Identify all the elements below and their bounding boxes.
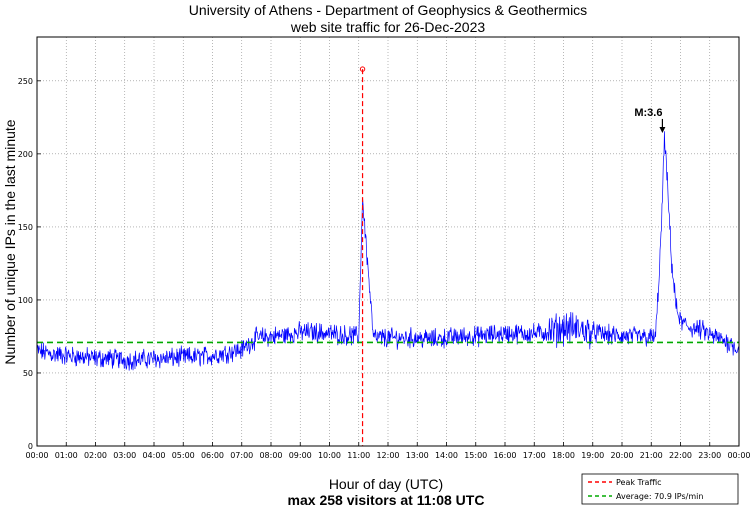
x-tick-label: 12:00 [376,451,399,460]
x-tick-label: 00:00 [25,451,48,460]
x-tick-label: 20:00 [610,451,633,460]
chart-title: University of Athens - Department of Geo… [189,2,587,18]
x-tick-label: 17:00 [523,451,546,460]
y-tick-label: 50 [23,369,33,378]
x-tick-label: 13:00 [406,451,429,460]
annotation-arrow-head [659,126,666,133]
x-tick-label: 07:00 [230,451,253,460]
x-tick-label: 16:00 [493,451,516,460]
legend-average-label: Average: 70.9 IPs/min [616,492,703,501]
peak-marker [359,66,366,72]
x-tick-labels: 00:00 01:00 02:00 03:00 04:00 05:00 06:00 07:00… [25,451,750,460]
y-tick-labels: 0 50 100 150 200 250 [18,77,33,451]
x-tick-label: 03:00 [113,451,136,460]
x-tick-label: 08:00 [259,451,282,460]
x-tick-label: 02:00 [84,451,107,460]
x-tick-label: 04:00 [142,451,165,460]
x-tick-label: 00:00 [727,451,750,460]
x-axis-label: Hour of day (UTC) [329,476,443,492]
x-tick-label: 11:00 [347,451,370,460]
annotation-layer: M:3.6 [634,107,666,133]
x-tick-label: 21:00 [640,451,663,460]
x-axis-sublabel: max 258 visitors at 11:08 UTC [288,492,485,508]
y-tick-label: 200 [18,150,33,159]
x-tick-label: 01:00 [55,451,78,460]
plot-frame [36,36,740,447]
x-tick-label: 06:00 [201,451,224,460]
y-tick-label: 100 [18,296,33,305]
annotation-label: M:3.6 [634,107,662,119]
chart-subtitle: web site traffic for 26-Dec-2023 [290,19,485,35]
x-tick-label: 22:00 [669,451,692,460]
y-tick-label: 0 [28,442,33,451]
peak-layer [359,66,366,446]
y-axis-label: Number of unique IPs in the last minute [2,119,18,364]
x-tick-label: 19:00 [581,451,604,460]
x-tick-label: 14:00 [435,451,458,460]
x-tick-label: 15:00 [464,451,487,460]
legend: Peak Traffic Average: 70.9 IPs/min [581,473,739,505]
x-tick-label: 10:00 [318,451,341,460]
x-tick-label: 23:00 [698,451,721,460]
x-tick-label: 18:00 [552,451,575,460]
grid-lines [36,37,740,447]
x-tick-label: 09:00 [289,451,312,460]
y-tick-label: 150 [18,223,33,232]
legend-box [581,473,739,505]
legend-peak-label: Peak Traffic [616,478,662,487]
y-tick-label: 250 [18,77,33,86]
x-tick-label: 05:00 [172,451,195,460]
